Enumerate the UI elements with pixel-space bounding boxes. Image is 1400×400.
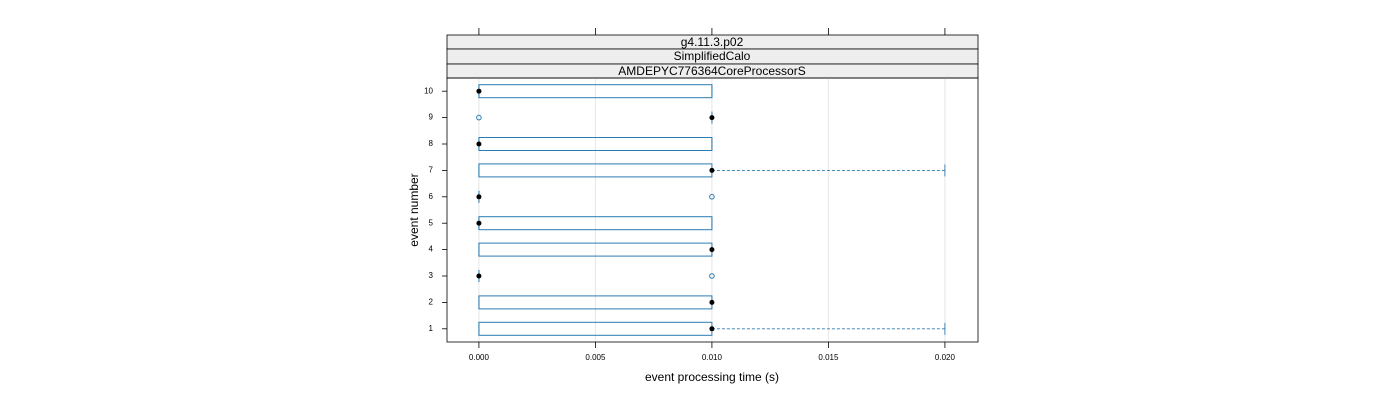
y-tick-label: 4 [429,245,434,254]
strip-label: SimplifiedCalo [674,49,751,63]
y-tick-label: 7 [429,166,434,175]
panel-border [446,77,979,343]
outlier [476,114,482,121]
x-tick-label: 0.020 [935,353,956,362]
strip-label: AMDEPYC776364CoreProcessorS [618,64,805,78]
median [476,220,482,226]
y-tick-label: 6 [429,192,434,201]
median [709,115,715,121]
outlier [709,194,715,200]
x-tick-label: 0.005 [585,353,606,362]
strip-label: g4.11.3.p02 [681,35,744,49]
y-tick-label: 5 [429,218,434,227]
outlier [709,273,715,279]
y-tick-label: 10 [424,86,433,95]
x-tick-label: 0.000 [469,353,490,362]
median [709,247,715,253]
y-tick-label: 2 [429,298,434,307]
y-tick-label: 1 [429,324,434,333]
y-tick-label: 8 [429,139,434,148]
median [476,273,482,279]
median [709,326,715,332]
y-tick-label: 9 [429,113,434,122]
median [476,141,482,147]
median [709,167,715,173]
median [476,194,482,200]
y-tick-label: 3 [429,271,434,280]
median [476,88,482,94]
x-tick-label: 0.010 [702,353,723,362]
median [709,299,715,305]
x-tick-label: 0.015 [818,353,839,362]
y-axis-label: event number [407,173,421,246]
x-axis-label: event processing time (s) [645,370,779,384]
